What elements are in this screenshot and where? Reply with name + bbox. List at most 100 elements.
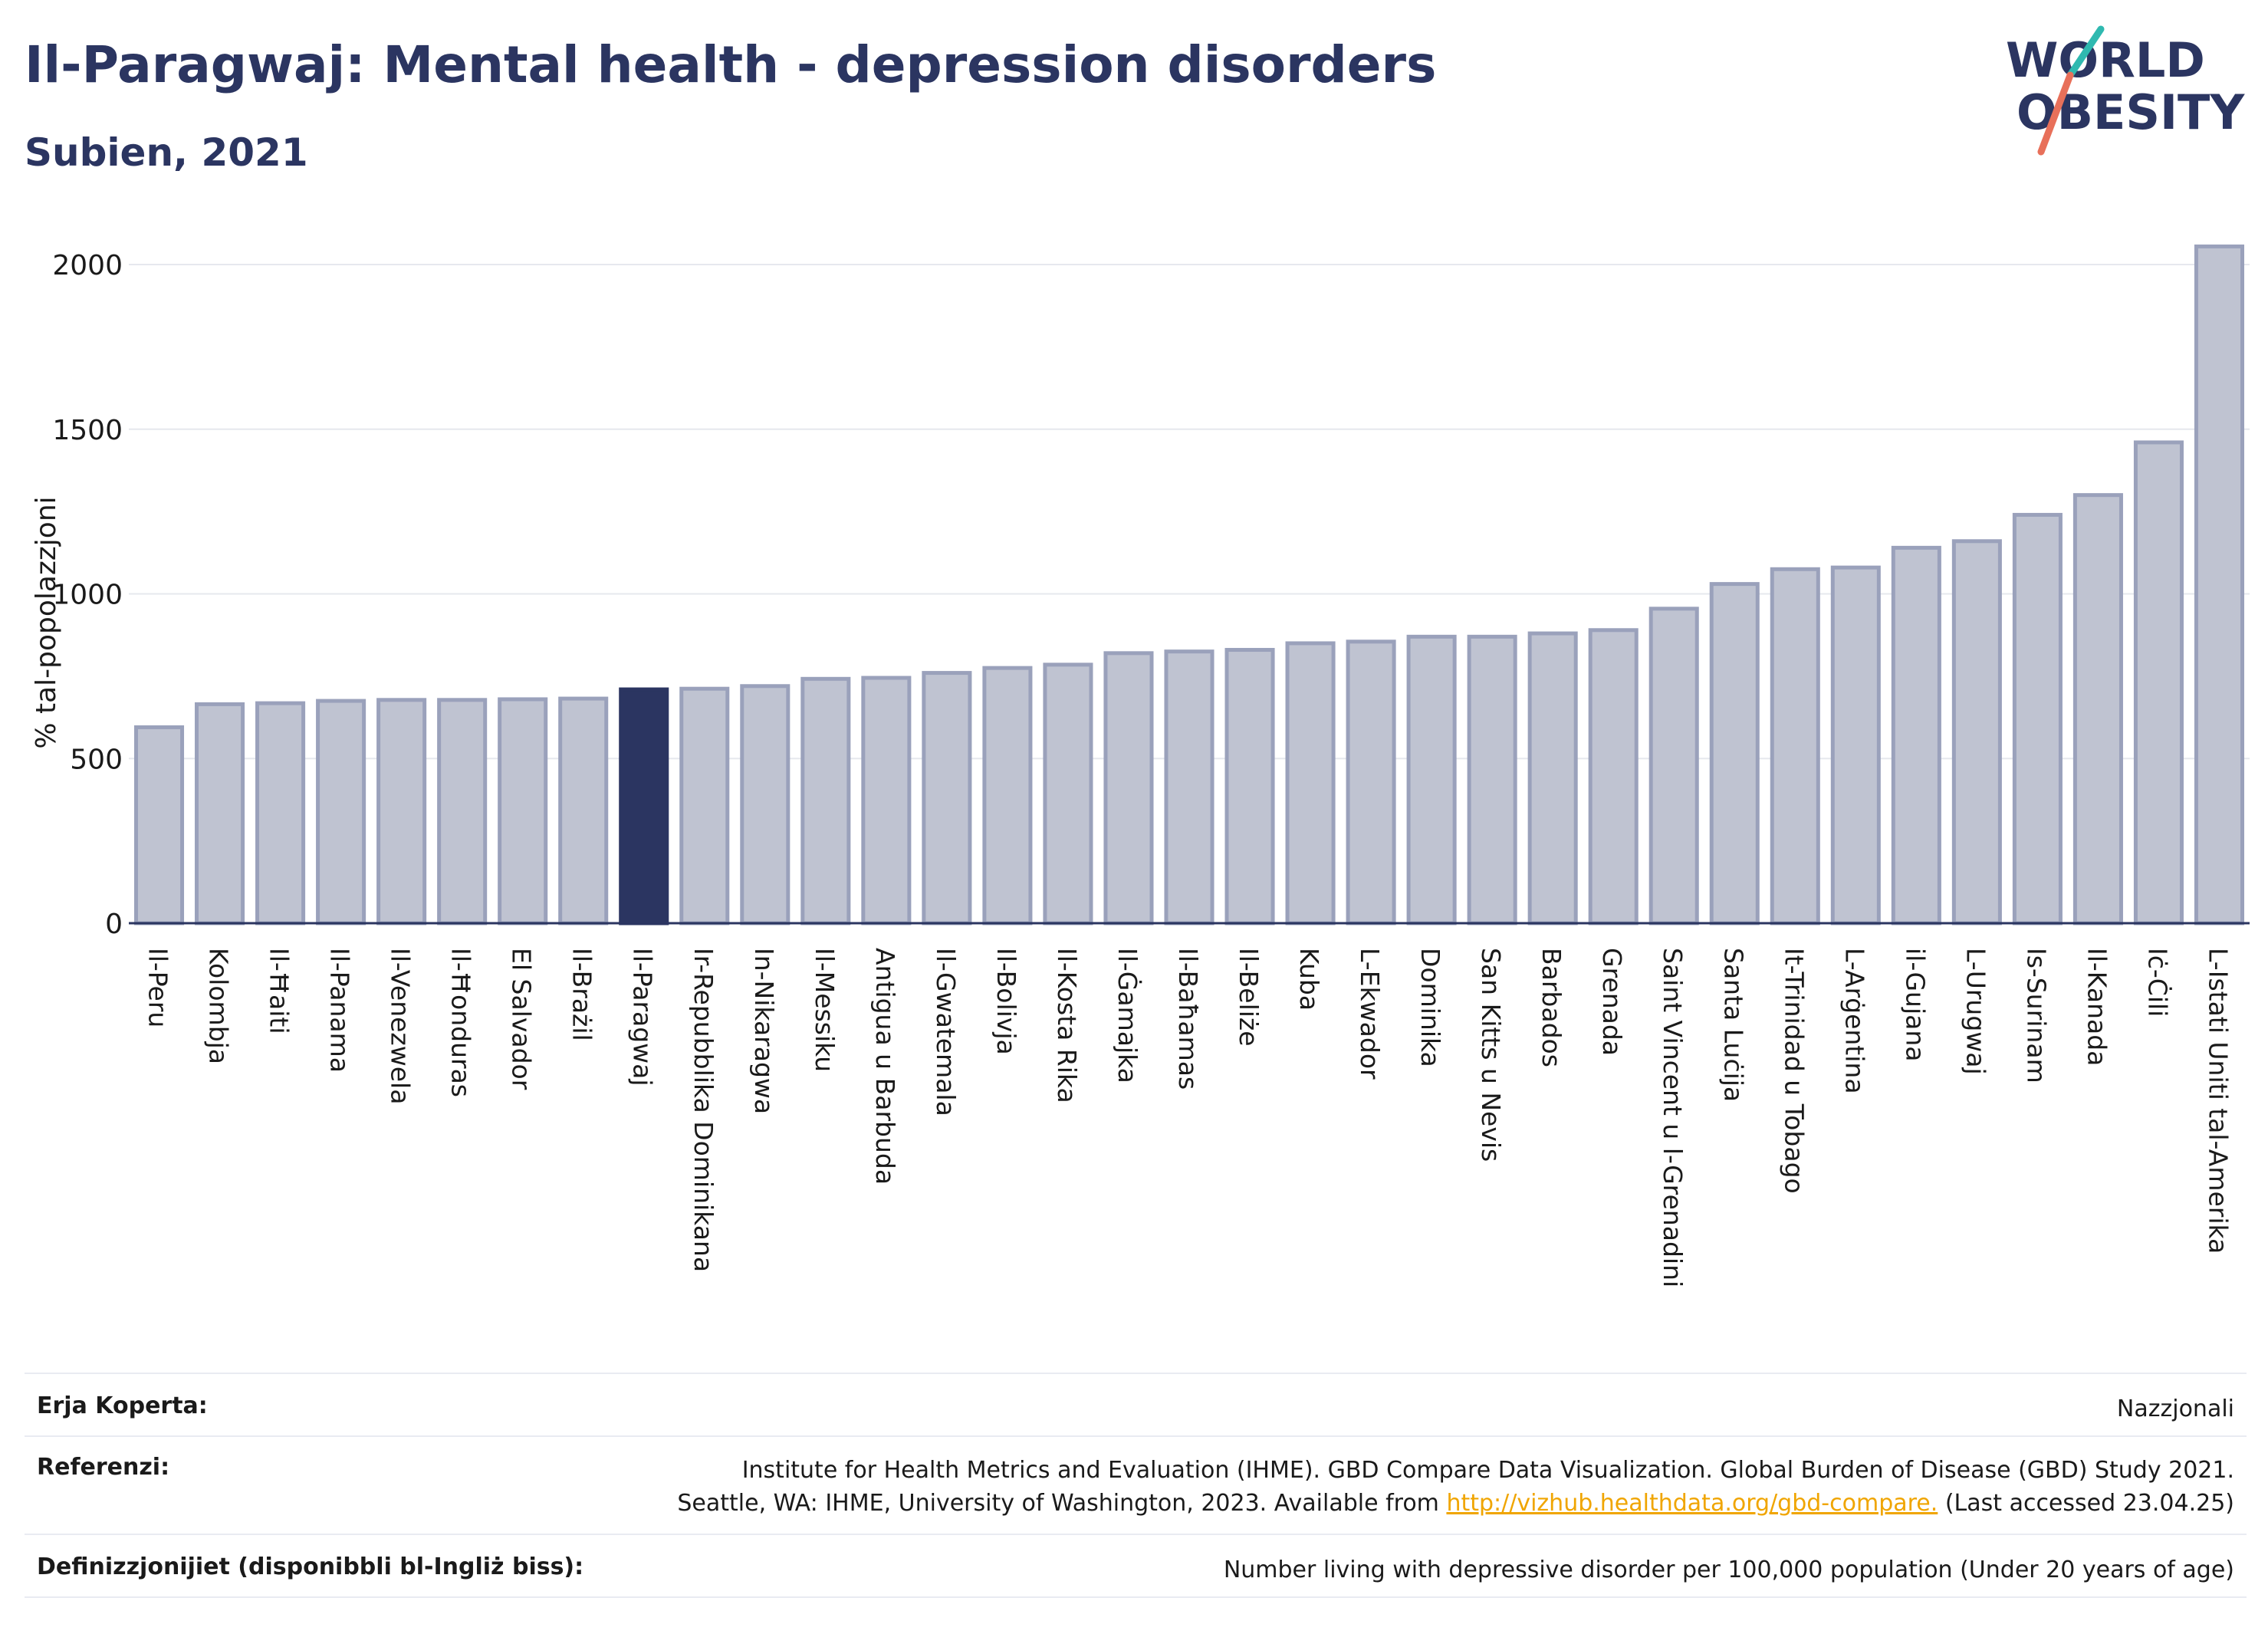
x-tick-label: L-Arġentina (1839, 948, 1869, 1094)
x-tick-label: Il-Brażil (567, 948, 597, 1041)
x-tick-label: Il-Beliże (1234, 948, 1264, 1047)
meta-separator (25, 1596, 2247, 1598)
logo-word-1: WORLD (2006, 32, 2205, 88)
references-row: Referenzi: Institute for Health Metrics … (25, 1454, 2247, 1527)
bar (1467, 634, 1517, 925)
x-tick-label: Kolombja (204, 948, 234, 1064)
definitions-label: Definizzjonijiet (disponibbli bl-Ingliż … (37, 1553, 584, 1580)
x-tick-label: Il-Baħamas (1173, 948, 1203, 1090)
bar (1164, 649, 1215, 925)
x-tick-label: Santa Luċija (1718, 948, 1748, 1102)
x-tick-label: Il-Gwatemala (931, 948, 961, 1116)
bar (1770, 567, 1820, 925)
y-tick-label: 500 (70, 744, 123, 775)
x-tick-label: Barbados (1537, 948, 1566, 1067)
x-tick-label: Grenada (1597, 948, 1627, 1056)
coverage-label: Erja Koperta: (37, 1392, 208, 1419)
references-value: Institute for Health Metrics and Evaluat… (677, 1454, 2234, 1520)
references-line-1: Institute for Health Metrics and Evaluat… (741, 1457, 2234, 1484)
x-tick-label: Iċ-Ċili (2142, 948, 2173, 1017)
x-tick-label: il-Gujana (1900, 948, 1930, 1061)
x-tick-label: Kuba (1294, 948, 1324, 1011)
y-axis-ticks: 0 500 1000 1500 2000 (52, 250, 123, 940)
x-tick-label: San Kitts u Nevis (1476, 948, 1506, 1162)
bar (437, 698, 488, 925)
bar (679, 686, 730, 925)
references-label: Referenzi: (37, 1454, 170, 1481)
coverage-row: Erja Koperta: Nazzjonali (25, 1392, 2247, 1428)
bar (1891, 545, 1941, 925)
bar (2133, 440, 2184, 925)
x-tick-label: It-Trinidad u Tobago (1779, 948, 1809, 1194)
bar (800, 676, 851, 925)
bar (255, 701, 306, 925)
x-tick-label: Dominika (1415, 948, 1445, 1067)
logo-slash-coral (2037, 71, 2074, 156)
bar (1346, 639, 1396, 925)
x-tick-label: Il-Kosta Rika (1052, 948, 1082, 1103)
bar (740, 684, 791, 925)
bar (2194, 244, 2245, 925)
y-tick-label: 1000 (52, 580, 123, 611)
page-title: Il-Paragwaj: Mental health - depression … (25, 35, 1437, 94)
references-line-2: Seattle, WA: IHME, University of Washing… (677, 1487, 2234, 1520)
x-tick-label: L-Ekwador (1355, 948, 1385, 1080)
bar (1224, 648, 1275, 925)
x-tick-label: L-Istati Uniti tal-Amerika (2203, 948, 2233, 1254)
bar (133, 725, 185, 925)
bar (558, 696, 609, 925)
x-tick-label: Il-Panama (325, 948, 355, 1073)
bar (376, 698, 427, 925)
x-tick-label: Is-Surinam (2021, 948, 2051, 1083)
bar (1103, 651, 1154, 925)
bar (1285, 641, 1336, 925)
bar (498, 697, 548, 925)
bar-highlight (619, 687, 669, 925)
x-tick-label: Il-Ġamajka (1113, 948, 1143, 1083)
x-tick-label: Antigua u Barbuda (870, 948, 900, 1185)
page-subtitle: Subien, 2021 (25, 130, 308, 175)
logo-slash-teal (2066, 25, 2105, 79)
world-obesity-logo: WORLD OBESITY (2006, 25, 2245, 156)
coverage-value: Nazzjonali (2116, 1396, 2234, 1422)
x-tick-label: Il-Peru (143, 948, 173, 1027)
x-tick-label: Il-Kanada (2082, 948, 2112, 1066)
x-tick-label: Saint Vincent u l-Grenadini (1658, 948, 1688, 1287)
x-tick-label: Ir-Repubblika Dominikana (689, 948, 718, 1272)
x-tick-label: Il-Paragwaj (628, 948, 658, 1087)
definitions-row: Definizzjonijiet (disponibbli bl-Ingliż … (25, 1553, 2247, 1589)
bar (1951, 539, 2002, 925)
bar (1527, 631, 1578, 925)
x-axis-labels: Il-Peru Kolombja Il-Ħaiti Il-Panama Il-Venez… (143, 948, 2233, 1287)
bar (2012, 512, 2063, 925)
bar (1709, 582, 1760, 925)
meta-separator (25, 1534, 2247, 1535)
x-tick-label: Il-Venezwela (386, 948, 416, 1104)
bar (1043, 662, 1093, 925)
bar-chart: 0 500 1000 1500 2000 Il-Peru Kolombja Il-Ħaiti… (31, 244, 2250, 1287)
bar (316, 699, 366, 925)
references-link[interactable]: http://vizhub.healthdata.org/gbd-compare… (1446, 1490, 1938, 1517)
bar (922, 671, 972, 925)
meta-separator (25, 1435, 2247, 1437)
bar (1648, 607, 1699, 925)
y-axis-label: % tal-popolazzjoni (31, 496, 62, 748)
x-tick-label: Il-Ħaiti (265, 948, 294, 1034)
x-tick-label: Il-Ħonduras (446, 948, 476, 1097)
bar (195, 702, 245, 925)
definitions-value: Number living with depressive disorder p… (1223, 1557, 2234, 1583)
y-tick-label: 0 (105, 909, 123, 940)
bar (2072, 493, 2123, 925)
x-tick-label: Il-Bolivja (991, 948, 1021, 1055)
bar (861, 676, 912, 925)
y-tick-label: 1500 (52, 415, 123, 446)
bars (133, 244, 2245, 925)
bar (1406, 634, 1457, 925)
x-tick-label: El Salvador (507, 948, 537, 1090)
bar (982, 666, 1033, 925)
x-tick-label: L-Urugwaj (1961, 948, 1990, 1075)
references-line-2-start: Seattle, WA: IHME, University of Washing… (677, 1490, 1447, 1517)
x-tick-label: In-Nikaragwa (749, 948, 779, 1114)
bar (1830, 565, 1881, 925)
references-line-2-end: (Last accessed 23.04.25) (1938, 1490, 2234, 1517)
